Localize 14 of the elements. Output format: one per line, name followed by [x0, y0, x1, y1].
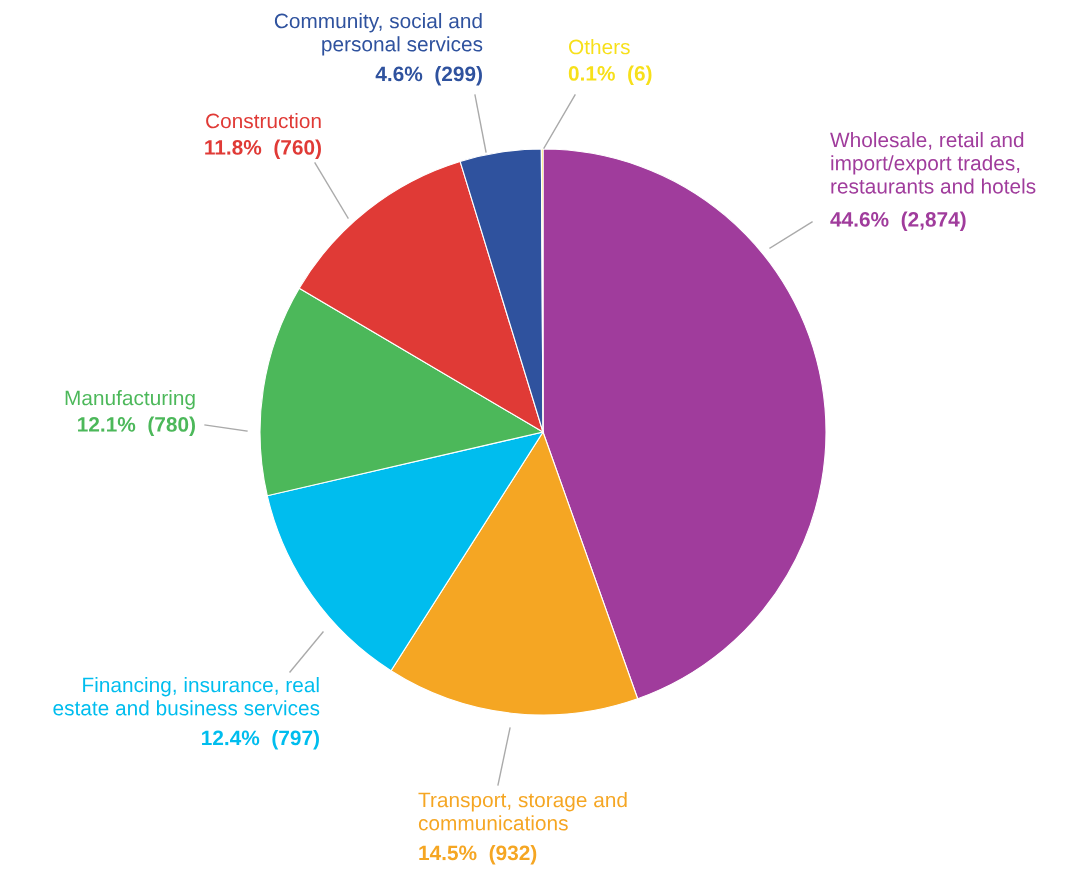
slice-label: Transport, storage and communications: [418, 792, 627, 831]
slice-label: Community, social and personal services: [274, 13, 483, 56]
slice-label: Financing, insurance, real estate and business services: [53, 677, 320, 716]
slice-label: Manufacturing: [65, 390, 195, 410]
data-label: 12.4% (797): [202, 730, 319, 750]
data-label: 0.1% (6): [568, 65, 652, 85]
data-label: 4.6% (299): [375, 66, 482, 86]
data-label: 14.5% (932): [419, 845, 537, 865]
data-label: 44.6% (2,874): [830, 211, 966, 231]
slice-label: Others: [568, 39, 630, 55]
data-label: 11.8% (760): [205, 139, 321, 159]
slice-label: Construction: [206, 113, 321, 129]
slice-label: Wholesale, retail and import/export trades, restaurants and hotels: [830, 132, 1036, 194]
data-label: 12.1% (780): [78, 416, 195, 436]
